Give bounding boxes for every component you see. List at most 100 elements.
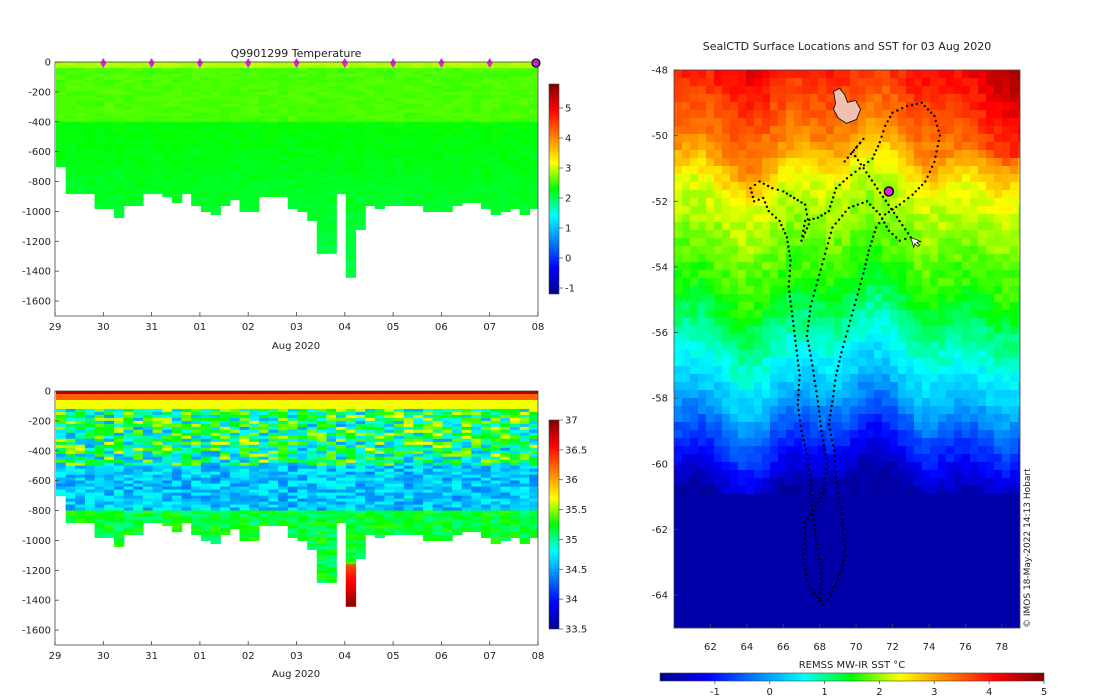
salinity-cell <box>452 522 463 527</box>
salinity-cell <box>56 480 67 485</box>
salinity-cell <box>75 420 86 425</box>
temperature-cell <box>336 115 347 120</box>
salinity-cell <box>529 408 538 413</box>
salinity-cell <box>316 444 328 449</box>
temperature-cell <box>529 199 538 204</box>
temperature-cell <box>65 184 76 189</box>
salinity-cell <box>123 426 134 431</box>
temperature-cell <box>229 169 241 174</box>
temperature-cell <box>210 121 221 126</box>
salinity-cell <box>152 444 163 449</box>
temperature-cell <box>365 127 376 132</box>
temperature-cell <box>345 133 357 138</box>
salinity-cell <box>200 513 212 518</box>
temperature-cell <box>278 154 289 159</box>
surface-marker <box>245 58 252 68</box>
salinity-cell <box>94 432 105 437</box>
temperature-cell <box>191 121 202 126</box>
salinity-cell <box>452 435 463 440</box>
salinity-cell <box>123 447 134 452</box>
temperature-cell <box>85 76 96 81</box>
temperature-cell <box>249 196 260 201</box>
temperature-cell <box>85 130 96 135</box>
salinity-cell <box>297 450 308 455</box>
temperature-cell <box>114 145 125 150</box>
temperature-cell <box>519 196 530 201</box>
temperature-cell <box>374 136 386 141</box>
salinity-cell <box>403 397 415 401</box>
temperature-cell <box>442 103 453 108</box>
temperature-cell <box>307 166 318 171</box>
salinity-cell <box>500 474 511 479</box>
temperature-cell <box>249 166 260 171</box>
temperature-cell <box>142 163 154 168</box>
temperature-cell <box>258 97 270 102</box>
salinity-cell <box>152 411 163 416</box>
temperature-cell <box>510 115 521 120</box>
salinity-cell <box>442 477 453 482</box>
temperature-cell <box>258 175 270 180</box>
temperature-cell <box>355 220 366 224</box>
salinity-cell <box>519 492 530 497</box>
salinity-cell <box>297 423 308 428</box>
salinity-cell <box>297 403 308 407</box>
temperature-cell <box>162 160 173 165</box>
salinity-cell <box>529 438 538 443</box>
salinity-cell <box>326 397 337 401</box>
salinity-cell <box>384 510 395 515</box>
temperature-cell <box>191 88 202 93</box>
temperature-cell <box>519 103 530 108</box>
salinity-cell <box>114 498 125 503</box>
temperature-cell <box>171 74 183 78</box>
temperature-cell <box>490 62 501 66</box>
temperature-cell <box>191 187 202 192</box>
salinity-cell <box>133 507 144 512</box>
temperature-cell <box>452 172 463 177</box>
salinity-cell <box>481 528 492 533</box>
temperature-cell <box>326 130 337 135</box>
salinity-cell <box>307 483 318 488</box>
temperature-cell <box>413 100 424 105</box>
salinity-cell <box>384 405 395 410</box>
temperature-cell <box>56 130 67 135</box>
temperature-cell <box>345 268 357 272</box>
salinity-cell <box>500 519 511 524</box>
salinity-cell <box>500 522 511 527</box>
temperature-cell <box>365 142 376 147</box>
temperature-cell <box>345 115 357 120</box>
temperature-cell <box>287 103 299 108</box>
temperature-cell <box>355 94 366 99</box>
salinity-cell <box>104 468 115 473</box>
temperature-cell <box>191 109 202 114</box>
salinity-cell <box>104 498 115 503</box>
temperature-cell <box>413 187 424 192</box>
salinity-cell <box>519 519 530 524</box>
salinity-cell <box>75 486 86 491</box>
salinity-cell <box>229 519 241 524</box>
salinity-cell <box>452 519 463 524</box>
temperature-cell <box>114 100 125 105</box>
salinity-cell <box>326 513 337 518</box>
temperature-cell <box>162 118 173 123</box>
salinity-cell <box>432 501 443 506</box>
salinity-cell <box>307 441 318 446</box>
temperature-cell <box>336 136 347 141</box>
salinity-cell <box>510 408 521 413</box>
temperature-cell <box>249 160 260 165</box>
temperature-cell <box>336 187 347 192</box>
salinity-cell <box>114 519 125 524</box>
temperature-cell <box>510 100 521 105</box>
salinity-cell <box>162 391 173 395</box>
salinity-cell <box>200 525 212 530</box>
salinity-cell <box>229 411 241 416</box>
temperature-cell <box>384 103 395 108</box>
salinity-cell <box>104 465 115 470</box>
temperature-cell <box>403 202 415 206</box>
temperature-cell <box>200 190 212 195</box>
temperature-cell <box>510 181 521 186</box>
temperature-cell <box>171 100 183 105</box>
temperature-cell <box>104 62 115 66</box>
temperature-cell <box>75 145 86 150</box>
temperature-cell <box>374 154 386 159</box>
salinity-cell <box>403 408 415 413</box>
